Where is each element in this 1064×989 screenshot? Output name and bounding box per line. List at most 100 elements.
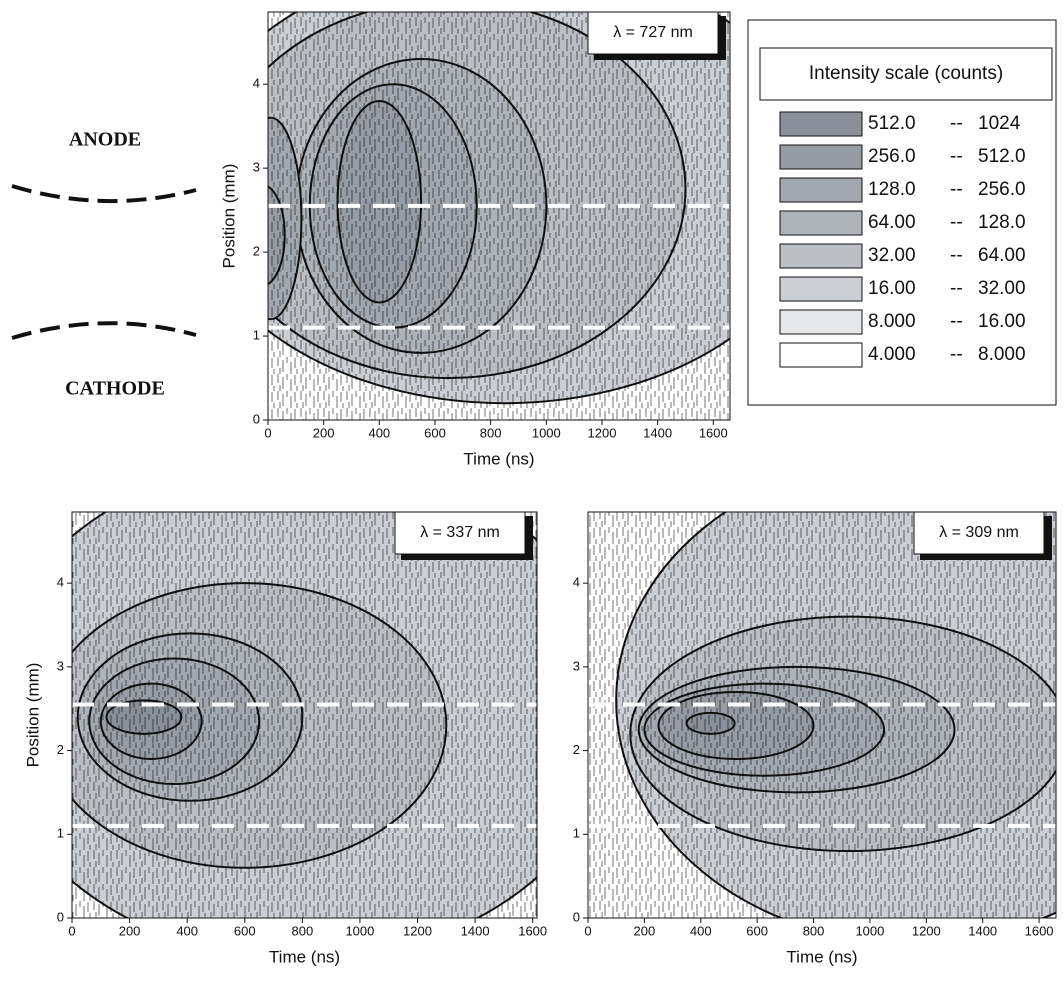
x-tick-label: 800	[291, 923, 313, 938]
legend-high: 128.0	[978, 212, 1026, 233]
x-tick-label: 600	[234, 923, 256, 938]
x-tick-label: 1400	[643, 425, 672, 440]
x-tick-label: 800	[803, 923, 825, 938]
y-tick-label: 4	[253, 76, 260, 91]
y-axis-label: Position (mm)	[219, 164, 238, 269]
y-tick-label: 2	[253, 244, 260, 259]
plot-area	[268, 12, 730, 420]
anode-outline	[11, 184, 197, 204]
plot-frame	[267, 11, 731, 421]
y-tick-label: 0	[573, 909, 580, 924]
x-tick-label: 1600	[1025, 923, 1054, 938]
y-tick-label: 1	[57, 826, 64, 841]
legend-title-box	[759, 47, 1053, 101]
x-tick-label: 800	[480, 425, 502, 440]
legend-separator: --	[950, 344, 963, 365]
legend-swatch	[779, 309, 863, 335]
x-tick-label: 1400	[968, 923, 997, 938]
x-axis-label: Time (ns)	[786, 947, 857, 966]
legend-low: 8.000	[868, 311, 916, 332]
legend-separator: --	[950, 245, 963, 266]
x-tick-label: 1400	[461, 923, 490, 938]
x-tick-label: 1200	[588, 425, 617, 440]
legend-high: 16.00	[978, 311, 1026, 332]
annotation: λ = 309 nm	[939, 524, 1019, 541]
legend-swatch	[779, 210, 863, 236]
legend-high: 8.000	[978, 344, 1026, 365]
x-tick-label: 0	[264, 425, 271, 440]
x-tick-label: 400	[176, 923, 198, 938]
y-tick-label: 4	[57, 575, 64, 590]
x-tick-label: 0	[68, 923, 75, 938]
legend-high: 32.00	[978, 278, 1026, 299]
x-tick-label: 1600	[699, 425, 728, 440]
x-tick-label: 1000	[532, 425, 561, 440]
x-tick-label: 400	[690, 923, 712, 938]
x-tick-label: 600	[746, 923, 768, 938]
x-tick-label: 1000	[855, 923, 884, 938]
legend-title: Intensity scale (counts)	[809, 63, 1003, 84]
legend-swatch	[779, 243, 863, 269]
legend-separator: --	[950, 212, 963, 233]
legend-separator: --	[950, 179, 963, 200]
legend-swatch	[779, 111, 863, 137]
annotation-box	[394, 511, 526, 555]
annotation-box	[587, 11, 719, 55]
legend-swatch	[779, 276, 863, 302]
x-axis-label: Time (ns)	[269, 947, 340, 966]
legend-separator: --	[950, 113, 963, 134]
plot-area	[72, 512, 537, 918]
legend-separator: --	[950, 146, 963, 167]
legend-separator: --	[950, 311, 963, 332]
legend-low: 128.0	[868, 179, 916, 200]
x-tick-label: 1000	[345, 923, 374, 938]
x-tick-label: 1200	[912, 923, 941, 938]
legend-high: 64.00	[978, 245, 1026, 266]
legend-low: 32.00	[868, 245, 916, 266]
annotation-box	[913, 511, 1045, 555]
x-tick-label: 200	[634, 923, 656, 938]
noise-texture	[268, 12, 730, 420]
legend-low: 256.0	[868, 146, 916, 167]
cathode-outline	[11, 321, 197, 340]
x-axis-label: Time (ns)	[463, 449, 534, 468]
y-tick-label: 1	[573, 826, 580, 841]
y-tick-label: 0	[57, 909, 64, 924]
y-axis-label: Position (mm)	[23, 663, 42, 768]
x-tick-label: 200	[119, 923, 141, 938]
legend-high: 1024	[978, 113, 1021, 134]
y-tick-label: 1	[253, 327, 260, 342]
legend-low: 512.0	[868, 113, 916, 134]
legend-separator: --	[950, 278, 963, 299]
y-tick-label: 3	[573, 658, 580, 673]
plot-frame	[71, 511, 538, 919]
y-tick-label: 2	[57, 742, 64, 757]
x-tick-label: 0	[584, 923, 591, 938]
legend-low: 64.00	[868, 212, 916, 233]
legend-high: 512.0	[978, 146, 1026, 167]
x-tick-label: 600	[424, 425, 446, 440]
plot-frame	[587, 511, 1057, 919]
noise-texture	[588, 512, 1056, 918]
x-tick-label: 400	[368, 425, 390, 440]
legend-low: 4.000	[868, 344, 916, 365]
y-tick-label: 2	[573, 742, 580, 757]
x-tick-label: 1200	[403, 923, 432, 938]
legend-low: 16.00	[868, 278, 916, 299]
y-tick-label: 3	[57, 658, 64, 673]
electrode-label: ANODE	[69, 129, 141, 151]
y-tick-label: 4	[573, 575, 580, 590]
x-tick-label: 1600	[518, 923, 547, 938]
annotation: λ = 337 nm	[420, 524, 500, 541]
x-tick-label: 200	[313, 425, 335, 440]
legend-high: 256.0	[978, 179, 1026, 200]
electrode-label: CATHODE	[65, 378, 165, 400]
y-tick-label: 0	[253, 411, 260, 426]
noise-texture	[72, 512, 537, 918]
annotation: λ = 727 nm	[613, 24, 693, 41]
legend-swatch	[779, 342, 863, 368]
legend-swatch	[779, 177, 863, 203]
y-tick-label: 3	[253, 160, 260, 175]
